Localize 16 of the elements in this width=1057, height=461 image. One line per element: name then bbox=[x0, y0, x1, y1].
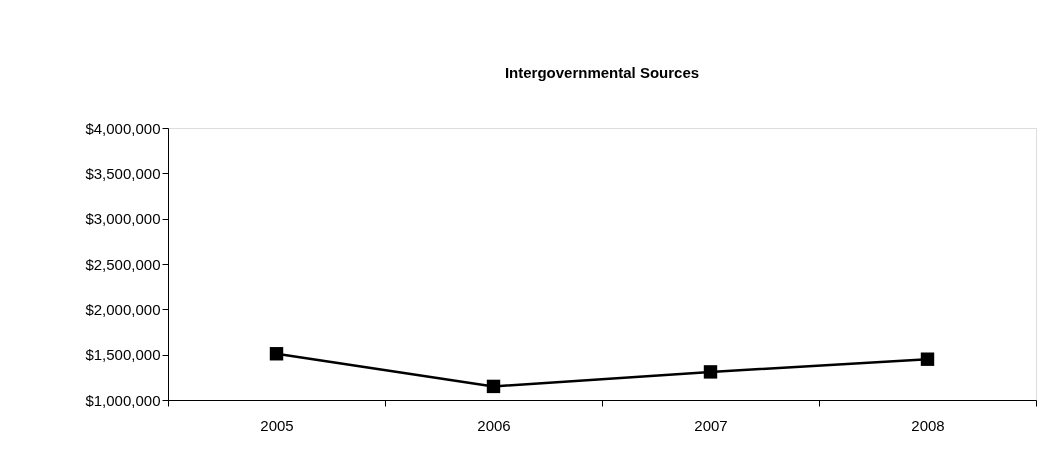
y-tick-label: $3,500,000 bbox=[85, 164, 161, 182]
y-tick-label: $1,000,000 bbox=[85, 391, 161, 409]
point bbox=[269, 347, 284, 361]
y-tick-label: $1,500,000 bbox=[85, 346, 161, 364]
x-tick-label: 2005 bbox=[260, 416, 294, 434]
point bbox=[486, 379, 501, 394]
x-tick-label: 2007 bbox=[694, 416, 728, 434]
y-tick-label: $3,000,000 bbox=[85, 210, 161, 228]
point bbox=[703, 365, 718, 379]
point bbox=[920, 352, 935, 366]
x-tick-label: 2008 bbox=[911, 416, 945, 434]
y-tick-label: $2,000,000 bbox=[85, 300, 161, 318]
y-tick-label: $2,500,000 bbox=[85, 255, 161, 273]
y-tick-label: $4,000,000 bbox=[85, 119, 161, 137]
chart-title: Intergovernmental Sources bbox=[504, 64, 700, 81]
x-tick-label: 2006 bbox=[477, 416, 511, 434]
